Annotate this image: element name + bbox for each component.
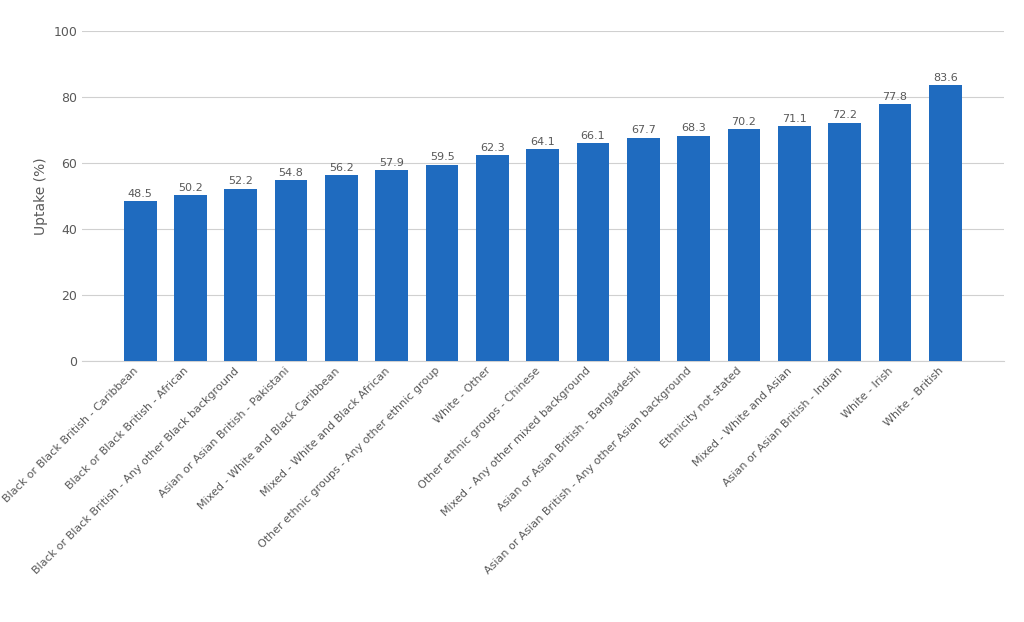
Text: 68.3: 68.3 [681,123,707,133]
Bar [224,188,257,361]
Bar [426,165,459,361]
Bar [778,126,811,361]
Text: 67.7: 67.7 [631,125,655,135]
Bar [677,136,710,361]
Text: 71.1: 71.1 [782,114,807,124]
Bar [929,85,962,361]
Text: 54.8: 54.8 [279,168,303,178]
Text: 57.9: 57.9 [379,157,404,167]
Bar [124,201,157,361]
Y-axis label: Uptake (%): Uptake (%) [34,157,48,234]
Bar [728,129,761,361]
Text: 50.2: 50.2 [178,183,203,193]
Text: 62.3: 62.3 [480,143,505,153]
Text: 59.5: 59.5 [430,152,455,162]
Text: 83.6: 83.6 [933,73,957,83]
Text: 48.5: 48.5 [128,188,153,198]
Text: 72.2: 72.2 [833,111,857,121]
Bar [174,195,207,361]
Text: 52.2: 52.2 [228,177,253,187]
Bar [274,180,307,361]
Text: 56.2: 56.2 [329,163,354,173]
Bar [376,170,409,361]
Bar [879,104,911,361]
Bar [627,137,659,361]
Text: 77.8: 77.8 [883,92,907,102]
Bar [476,156,509,361]
Bar [828,123,861,361]
Text: 64.1: 64.1 [530,137,555,147]
Text: 66.1: 66.1 [581,131,605,141]
Bar [526,149,559,361]
Bar [577,143,609,361]
Text: 70.2: 70.2 [731,117,757,127]
Bar [325,175,357,361]
